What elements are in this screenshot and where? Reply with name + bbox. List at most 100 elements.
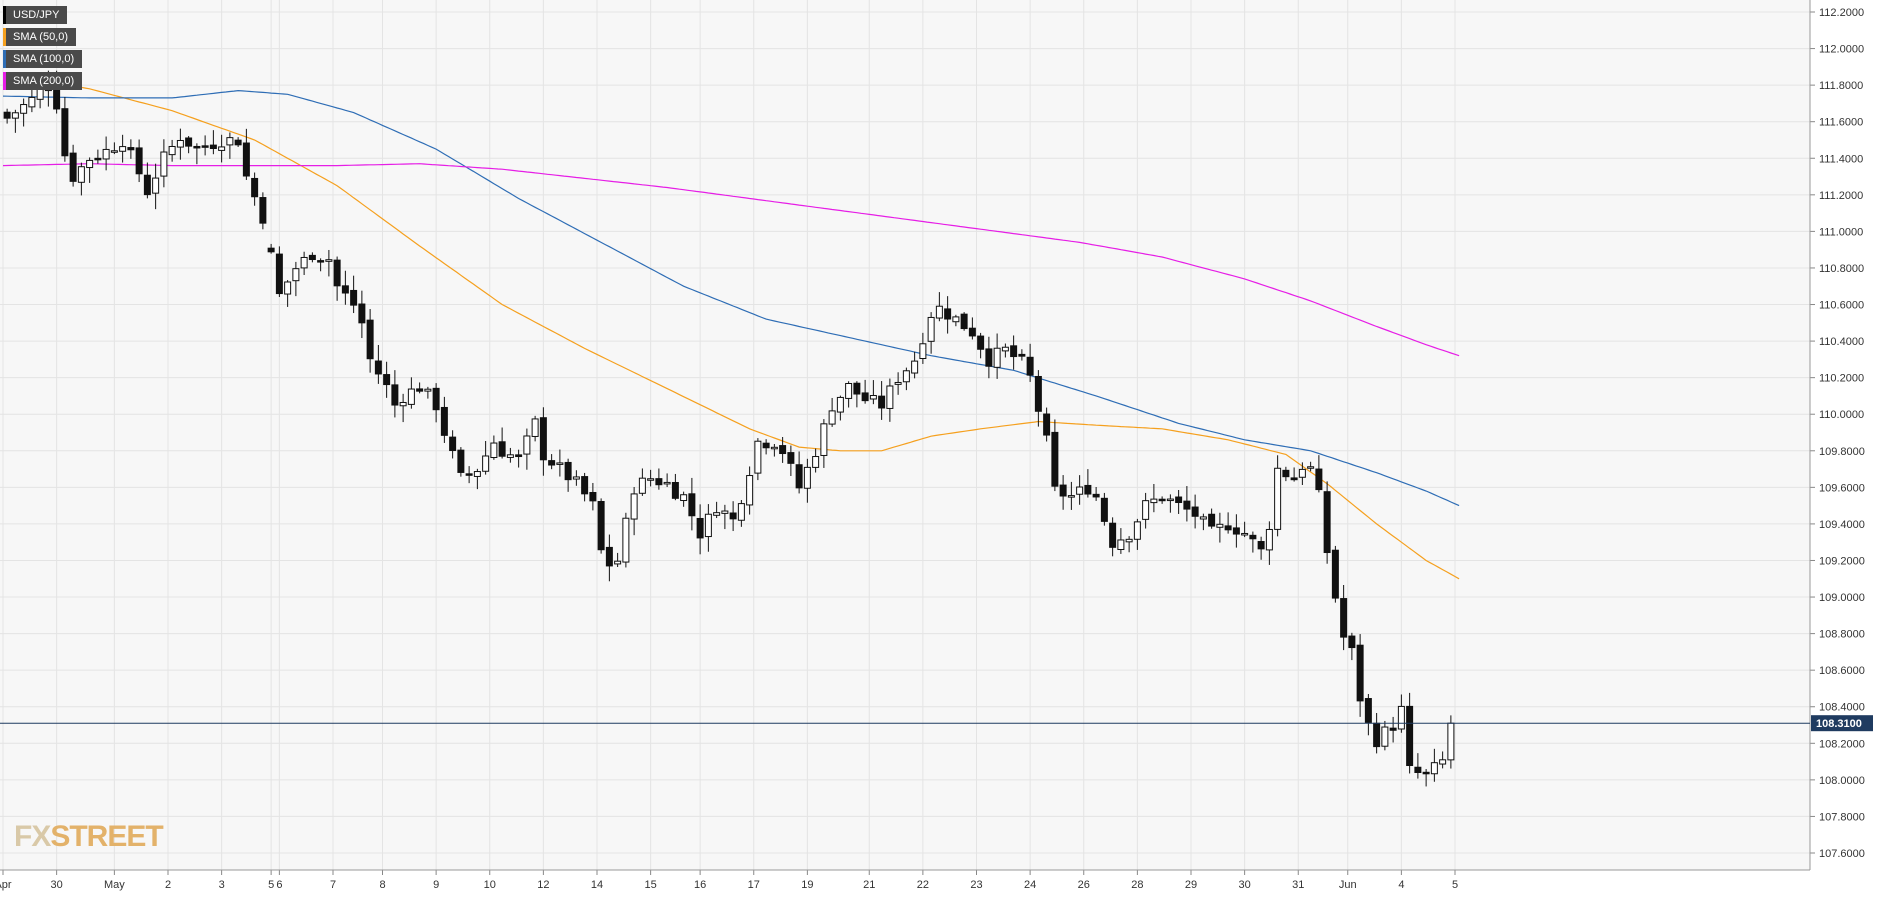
candle[interactable] xyxy=(993,333,1001,379)
candle[interactable] xyxy=(820,419,828,468)
candle[interactable] xyxy=(119,134,127,163)
candle[interactable] xyxy=(696,504,704,555)
candle[interactable] xyxy=(737,499,745,527)
candle[interactable] xyxy=(350,275,358,314)
candle[interactable] xyxy=(440,396,448,443)
candle[interactable] xyxy=(1117,528,1125,554)
candle[interactable] xyxy=(1158,496,1166,504)
candle[interactable] xyxy=(1249,531,1257,553)
candle[interactable] xyxy=(597,498,605,554)
candle[interactable] xyxy=(589,482,597,511)
candle[interactable] xyxy=(1109,517,1117,557)
candle[interactable] xyxy=(407,377,415,409)
candle[interactable] xyxy=(1422,769,1430,787)
candle[interactable] xyxy=(193,143,201,165)
candle[interactable] xyxy=(1051,419,1059,492)
candle[interactable] xyxy=(894,372,902,395)
candle[interactable] xyxy=(284,280,292,307)
candle[interactable] xyxy=(1265,521,1273,565)
candle[interactable] xyxy=(1001,343,1009,358)
candle[interactable] xyxy=(779,437,787,463)
candle[interactable] xyxy=(28,88,36,113)
candle[interactable] xyxy=(638,468,646,496)
candle[interactable] xyxy=(242,128,250,180)
candle[interactable] xyxy=(927,312,935,354)
candle[interactable] xyxy=(1133,518,1141,550)
candle[interactable] xyxy=(671,473,679,501)
candle[interactable] xyxy=(680,491,688,507)
candle[interactable] xyxy=(308,252,316,263)
candle[interactable] xyxy=(383,361,391,398)
candle[interactable] xyxy=(86,157,94,183)
candle[interactable] xyxy=(1018,349,1026,361)
candle[interactable] xyxy=(333,256,341,301)
candle[interactable] xyxy=(234,137,242,147)
legend-item-usdjpy[interactable]: USD/JPY xyxy=(3,6,68,24)
candle[interactable] xyxy=(1282,466,1290,482)
candle[interactable] xyxy=(341,270,349,305)
candle[interactable] xyxy=(317,258,325,272)
candle[interactable] xyxy=(853,381,861,408)
candle[interactable] xyxy=(1290,467,1298,482)
candle[interactable] xyxy=(795,451,803,494)
candle[interactable] xyxy=(1241,521,1249,538)
candle[interactable] xyxy=(416,382,424,394)
candle[interactable] xyxy=(663,473,671,488)
candle[interactable] xyxy=(20,98,28,127)
candle[interactable] xyxy=(251,172,259,206)
candle[interactable] xyxy=(1389,716,1397,743)
candle[interactable] xyxy=(812,448,820,473)
candle[interactable] xyxy=(1414,753,1422,779)
candle[interactable] xyxy=(1092,486,1100,501)
candle[interactable] xyxy=(630,487,638,536)
candle[interactable] xyxy=(77,162,85,196)
candle[interactable] xyxy=(1274,455,1282,537)
candle[interactable] xyxy=(1010,335,1018,370)
candle[interactable] xyxy=(1191,494,1199,529)
candle[interactable] xyxy=(655,468,663,490)
candle[interactable] xyxy=(1356,634,1364,717)
candle[interactable] xyxy=(267,243,275,254)
candle[interactable] xyxy=(110,142,118,155)
candle[interactable] xyxy=(1100,492,1108,526)
candle[interactable] xyxy=(1381,720,1389,751)
candle[interactable] xyxy=(127,139,135,159)
candle[interactable] xyxy=(94,149,102,164)
candle[interactable] xyxy=(490,435,498,460)
candle[interactable] xyxy=(168,139,176,162)
candle[interactable] xyxy=(886,378,894,422)
candle[interactable] xyxy=(531,415,539,442)
candle[interactable] xyxy=(688,477,696,531)
candle[interactable] xyxy=(869,380,877,405)
candle[interactable] xyxy=(1142,492,1150,529)
candle[interactable] xyxy=(1406,692,1414,774)
candle[interactable] xyxy=(1084,469,1092,498)
candle[interactable] xyxy=(564,458,572,492)
candle[interactable] xyxy=(1257,536,1265,560)
candle[interactable] xyxy=(770,443,778,457)
candle[interactable] xyxy=(1150,483,1158,513)
candle[interactable] xyxy=(1364,693,1372,736)
candle[interactable] xyxy=(102,136,110,171)
candle[interactable] xyxy=(968,317,976,340)
candle[interactable] xyxy=(1323,481,1331,564)
candle[interactable] xyxy=(787,445,795,477)
legend-item-sma-50[interactable]: SMA (50,0) xyxy=(3,28,77,46)
candle[interactable] xyxy=(11,109,19,133)
candle[interactable] xyxy=(605,534,613,582)
candle[interactable] xyxy=(201,135,209,156)
candle[interactable] xyxy=(721,504,729,530)
candle[interactable] xyxy=(1166,494,1174,513)
candle[interactable] xyxy=(878,381,886,420)
candle[interactable] xyxy=(960,312,968,331)
legend-item-sma-100[interactable]: SMA (100,0) xyxy=(3,50,83,68)
candle[interactable] xyxy=(1067,481,1075,510)
candle[interactable] xyxy=(209,130,217,155)
candle[interactable] xyxy=(1208,508,1216,529)
candle[interactable] xyxy=(729,501,737,532)
candle[interactable] xyxy=(69,144,77,187)
candle[interactable] xyxy=(1125,536,1133,553)
candle[interactable] xyxy=(1043,407,1051,442)
candle[interactable] xyxy=(152,163,160,210)
candle[interactable] xyxy=(176,128,184,160)
